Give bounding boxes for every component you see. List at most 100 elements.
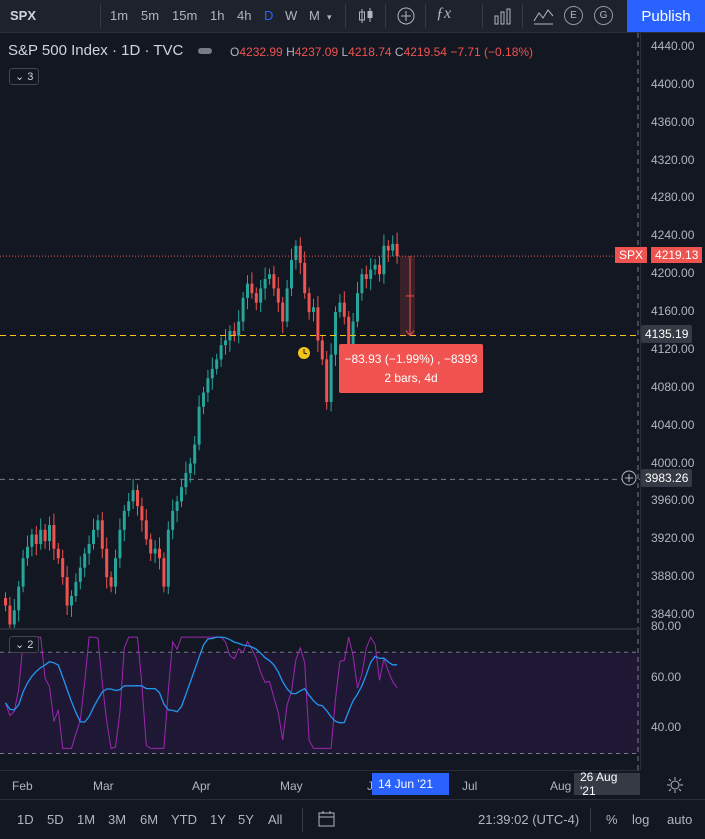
candle-body <box>8 605 12 625</box>
interval-w[interactable]: W <box>285 8 298 23</box>
price-axis[interactable]: 4440.00 4400.00 4360.00 4320.00 4280.00 4240.… <box>615 33 705 770</box>
candle-body <box>246 283 249 298</box>
interval-m[interactable]: M <box>309 8 320 23</box>
candle-body <box>166 529 170 587</box>
candle-body <box>232 331 236 336</box>
candle-body <box>259 288 263 303</box>
range-3m[interactable]: 3M <box>108 812 127 827</box>
close-key: C <box>394 45 404 59</box>
time-axis[interactable]: Feb Mar Apr May J 14 Jun '21 Jul Aug 26 … <box>0 770 640 799</box>
settings-gear-icon[interactable] <box>666 776 684 794</box>
candle-body <box>193 444 197 464</box>
candle-body <box>290 260 293 289</box>
range-1y[interactable]: 1Y <box>210 812 226 827</box>
chevron-down-icon: ⌄ <box>15 71 25 83</box>
candle-body <box>373 264 377 270</box>
y-tick: 3840.00 <box>651 607 695 621</box>
clock-time[interactable]: 21:39:02 (UTC-4) <box>478 812 580 827</box>
chart-legend: S&P 500 Index · 1D · TVC <box>8 42 212 59</box>
percent-toggle[interactable]: % <box>606 812 618 827</box>
range-5d[interactable]: 5D <box>47 812 64 827</box>
candle-body <box>338 302 342 313</box>
y-tick: 3880.00 <box>651 569 695 584</box>
candle-body <box>131 490 135 502</box>
open-key: O <box>230 45 240 59</box>
last-price-tags: SPX 4219.13 <box>611 246 705 264</box>
interval-1m[interactable]: 1m <box>110 8 129 23</box>
alert-g-icon[interactable]: G <box>594 6 613 25</box>
candles-icon[interactable] <box>357 7 375 25</box>
hide-icon[interactable] <box>197 48 212 55</box>
candle-body <box>342 302 346 317</box>
interval-15m[interactable]: 15m <box>172 8 198 23</box>
range-1d[interactable]: 1D <box>17 812 34 827</box>
candle-body <box>70 596 73 606</box>
symbol-search[interactable]: SPX <box>10 8 37 23</box>
candle-body <box>206 378 210 393</box>
open-value: 4232.99 <box>239 45 283 59</box>
candle-body <box>184 473 188 488</box>
candle-body <box>92 529 95 544</box>
indicators-icon[interactable]: ƒx <box>436 5 452 22</box>
candle-body <box>294 245 298 260</box>
candle-body <box>237 321 241 336</box>
indicators-toggle[interactable]: ⌄ 3 <box>9 68 40 85</box>
divider <box>482 4 483 28</box>
range-all[interactable]: All <box>268 812 283 827</box>
candle-body <box>386 245 390 251</box>
candle-body <box>17 586 21 611</box>
candle-body <box>100 520 104 549</box>
range-1m[interactable]: 1M <box>77 812 96 827</box>
alert-e-icon[interactable]: E <box>564 6 583 25</box>
candle-body <box>144 520 148 540</box>
alert-clock-icon <box>298 347 310 359</box>
last-price-label: 4219.13 <box>651 247 703 263</box>
high-value: 4237.09 <box>294 45 339 59</box>
interval-dropdown-icon[interactable]: ▾ <box>327 12 332 22</box>
rsi-svg[interactable] <box>0 630 640 770</box>
pane2-count: 2 <box>27 639 34 651</box>
compare-add-icon[interactable] <box>396 6 416 26</box>
y-tick: 4040.00 <box>651 417 695 432</box>
range-ytd[interactable]: YTD <box>171 812 197 827</box>
interval-4h[interactable]: 4h <box>237 8 252 23</box>
publish-button[interactable]: Publish <box>627 0 705 32</box>
candle-body <box>241 297 245 322</box>
date-range-icon[interactable] <box>318 810 336 828</box>
candles-svg[interactable] <box>0 33 640 628</box>
candle-body <box>219 345 223 360</box>
auto-toggle[interactable]: auto <box>667 812 693 827</box>
range-end-label: 26 Aug '21 <box>574 770 640 798</box>
divider <box>302 808 303 832</box>
y-tick: 4160.00 <box>651 304 695 319</box>
interval-1h[interactable]: 1h <box>210 8 225 23</box>
candle-body <box>114 558 117 587</box>
candle-body <box>34 534 38 544</box>
measure-arrowhead <box>405 330 415 337</box>
interval-d[interactable]: D <box>264 8 274 23</box>
plus-icon[interactable] <box>621 470 637 486</box>
candle-body <box>127 501 131 511</box>
pane-separator[interactable] <box>0 628 640 630</box>
symbol-description[interactable]: S&P 500 Index · 1D · TVC <box>8 42 184 59</box>
candle-body <box>263 278 267 289</box>
replay-icon[interactable] <box>533 7 555 25</box>
rsi-pane[interactable] <box>0 630 640 770</box>
price-chart[interactable] <box>0 33 640 628</box>
range-6m[interactable]: 6M <box>140 812 159 827</box>
candle-body <box>188 463 192 473</box>
divider <box>522 4 523 28</box>
x-tick-jul: Jul <box>462 779 478 793</box>
measure-tooltip: −83.93 (−1.99%) , −8393 2 bars, 4d <box>339 344 483 393</box>
low-key: L <box>341 45 349 59</box>
bar-chart-icon[interactable] <box>494 7 514 25</box>
interval-5m[interactable]: 5m <box>141 8 160 23</box>
candle-body <box>109 577 113 587</box>
range-5y[interactable]: 5Y <box>238 812 254 827</box>
rsi-ma-line <box>4 636 398 724</box>
y-tick: 4320.00 <box>651 152 695 167</box>
pane2-toggle[interactable]: ⌄ 2 <box>9 636 40 653</box>
y-tick: 4440.00 <box>651 39 695 53</box>
candle-body <box>136 490 139 507</box>
log-toggle[interactable]: log <box>632 812 650 827</box>
